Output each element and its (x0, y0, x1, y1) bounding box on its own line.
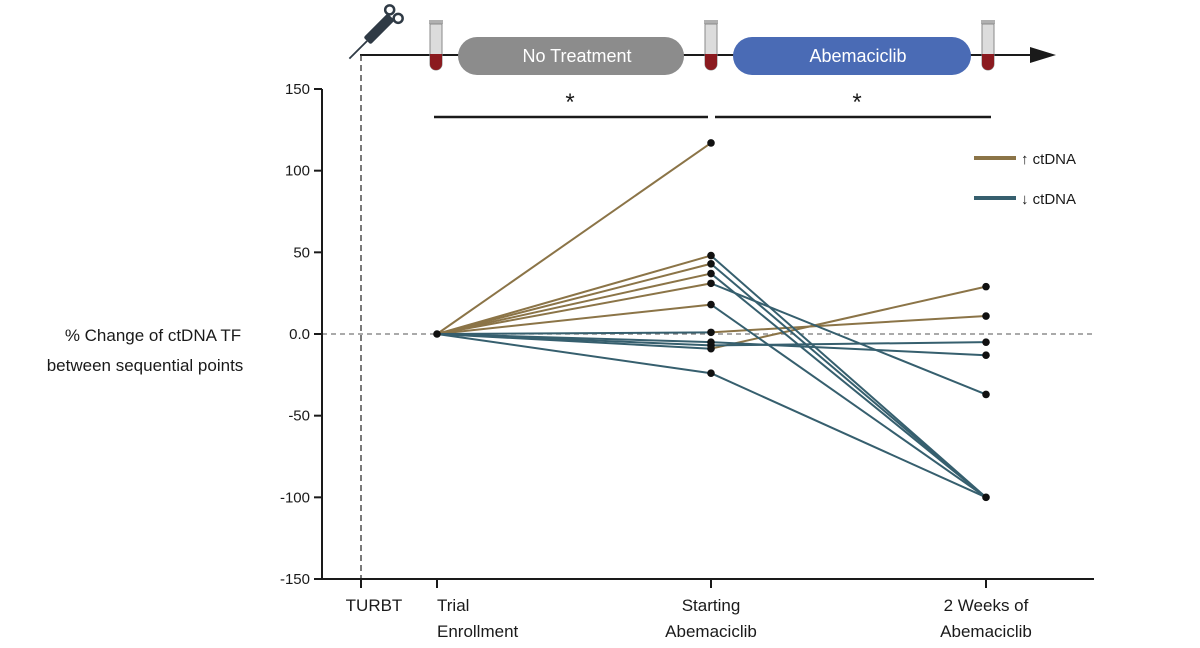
x-category-label: 2 Weeks of (944, 596, 1029, 615)
y-axis-label-line: between sequential points (47, 356, 244, 375)
data-point (707, 369, 715, 378)
abemaciclib-phase-label: Abemaciclib (809, 46, 906, 66)
data-point (707, 328, 715, 337)
legend-label-decrease: ↓ ctDNA (1021, 191, 1076, 208)
y-tick-label: 50 (293, 244, 310, 261)
series-segment (710, 263, 987, 499)
data-point (707, 259, 715, 268)
x-category-label: Starting (682, 596, 741, 615)
series-segment (710, 285, 987, 350)
series-segment (436, 331, 712, 335)
data-point (707, 300, 715, 309)
y-tick-label: 150 (285, 81, 310, 98)
data-point (982, 351, 990, 360)
series-segment (436, 333, 712, 375)
x-category-label: TURBT (346, 596, 403, 615)
blood-tube-icon (704, 20, 718, 71)
series-segment (436, 254, 712, 335)
data-point (707, 279, 715, 288)
series-segment (710, 315, 987, 334)
legend: ↑ ctDNA ↓ ctDNA (974, 151, 1076, 208)
x-category-label: Enrollment (437, 622, 519, 641)
blood-tube-icon (429, 20, 443, 71)
abemaciclib-phase-pill (733, 37, 971, 75)
data-point (982, 338, 990, 346)
timeline-arrow-head (1030, 47, 1056, 63)
legend-label-increase: ↑ ctDNA (1021, 151, 1076, 168)
y-tick-label: 100 (285, 163, 310, 180)
y-axis-label-line: % Change of ctDNA TF (65, 326, 241, 345)
x-category-label: Trial (437, 596, 469, 615)
series-segment (436, 333, 712, 350)
significance-brackets: * * (434, 89, 991, 119)
series-lines (436, 142, 987, 499)
data-point (982, 390, 990, 399)
data-point (707, 251, 715, 260)
series-segment (710, 303, 987, 499)
syringe-icon (348, 4, 404, 60)
no-treatment-phase-label: No Treatment (522, 46, 631, 66)
x-category-label: Abemaciclib (665, 622, 757, 641)
significance-star: * (565, 89, 574, 116)
blood-tube-icon (981, 20, 995, 71)
series-segment (710, 254, 987, 499)
data-point (433, 330, 441, 338)
y-tick-label: 0.0 (289, 326, 310, 343)
y-tick-label: -100 (280, 489, 310, 506)
y-axis-label: % Change of ctDNA TF between sequential … (47, 326, 244, 375)
series-segment (436, 282, 712, 335)
series-segment (710, 372, 987, 499)
series-segment (436, 142, 712, 335)
data-point (982, 282, 990, 291)
series-segment (436, 303, 712, 335)
timeline-header: No Treatment Abemaciclib (348, 4, 1056, 75)
data-point (707, 269, 715, 278)
significance-star: * (852, 89, 861, 116)
series-segment (436, 272, 712, 335)
series-segment (710, 341, 987, 357)
data-point (982, 493, 990, 502)
data-points (433, 139, 990, 502)
series-segment (436, 262, 712, 335)
data-point (982, 312, 990, 320)
y-tick-label: -50 (288, 408, 310, 425)
data-point (707, 344, 715, 353)
data-point (707, 139, 715, 147)
y-tick-label: -150 (280, 571, 310, 588)
x-category-label: Abemaciclib (940, 622, 1032, 641)
series-segment (710, 272, 987, 499)
no-treatment-phase-pill (458, 37, 684, 75)
